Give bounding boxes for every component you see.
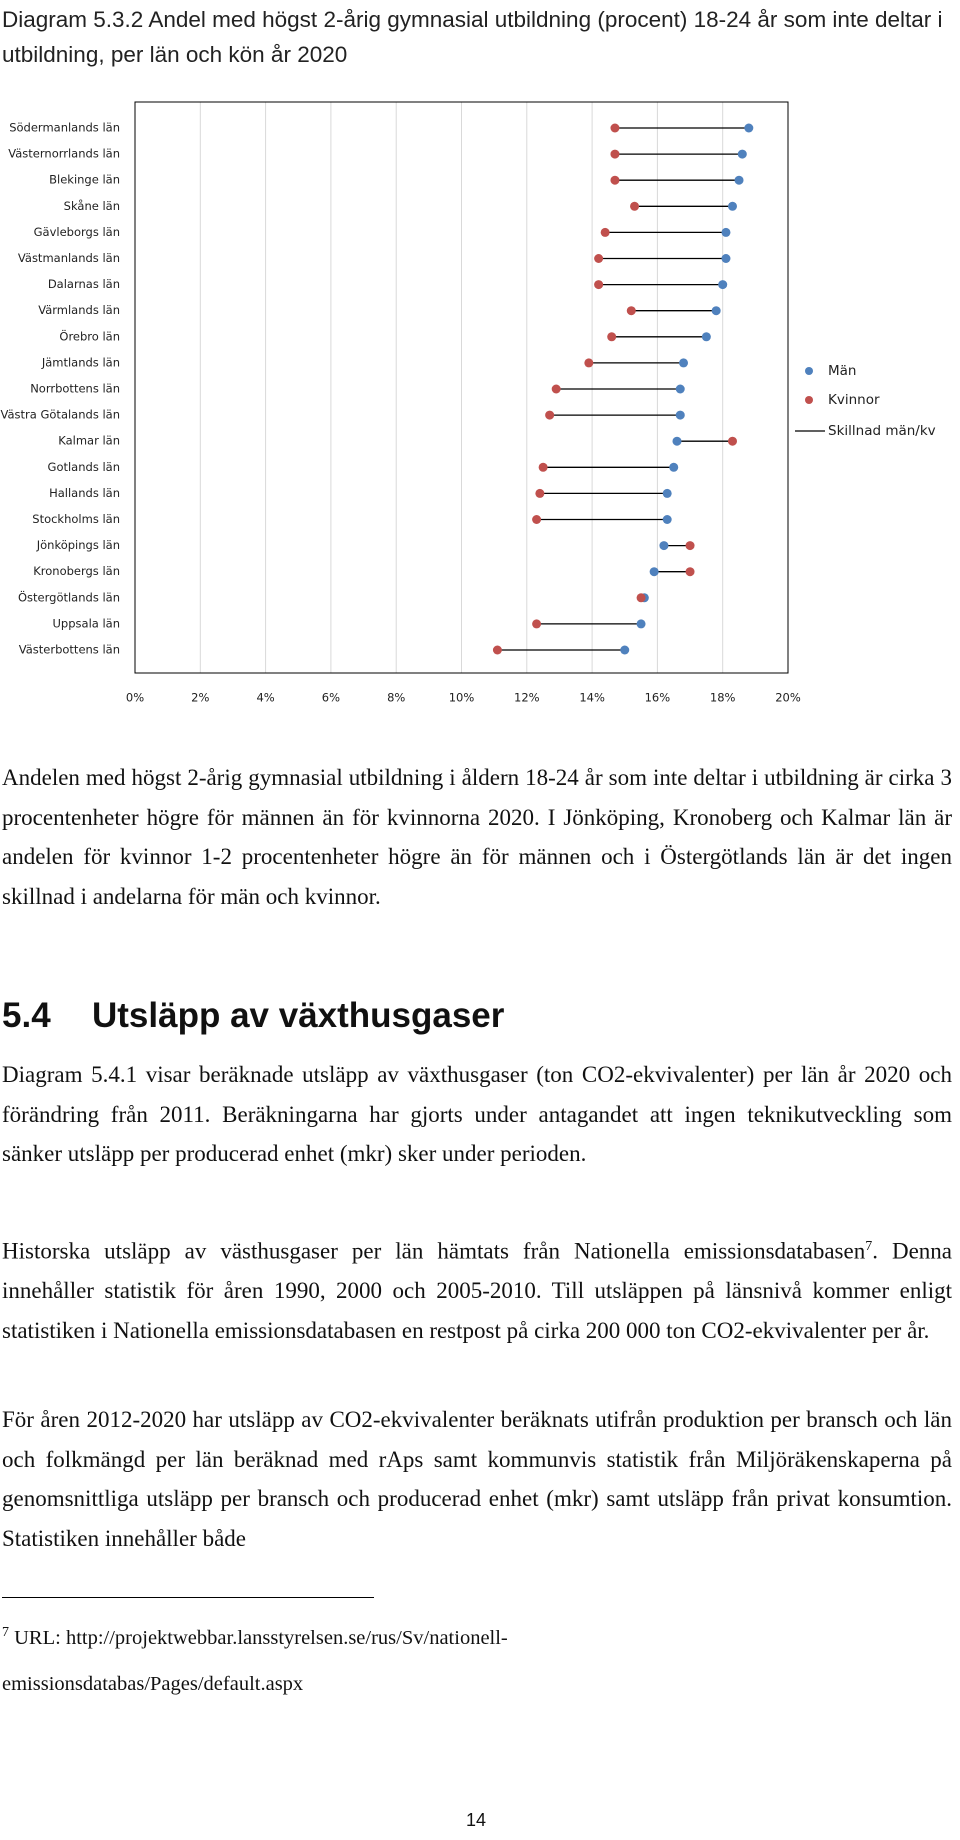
x-tick-label: 0%: [126, 691, 144, 705]
heading-title: Utsläpp av växthusgaser: [92, 996, 505, 1035]
footnote-text: URL: http://projektwebbar.lansstyrelsen.…: [2, 1626, 508, 1695]
text: Historska utsläpp av västhusgaser per lä…: [2, 1238, 866, 1264]
x-tick-label: 4%: [256, 691, 274, 705]
dot: [649, 567, 659, 577]
dot: [535, 488, 545, 498]
y-tick-label: Jämtlands län: [41, 355, 120, 369]
dot: [721, 254, 731, 263]
dot: [662, 515, 672, 524]
footnote: 7 URL: http://projektwebbar.lansstyrelse…: [2, 1610, 662, 1707]
dot: [675, 410, 685, 420]
x-tick-label: 10%: [449, 691, 475, 705]
y-tick-label: Gotlands län: [48, 460, 120, 474]
x-tick-label: 20%: [775, 691, 801, 705]
y-tick-label: Örebro län: [59, 327, 120, 343]
footnote-rule: [2, 1597, 374, 1598]
paragraph: Diagram 5.4.1 visar beräknade utsläpp av…: [2, 1062, 952, 1166]
dot: [584, 358, 594, 368]
dot: [545, 410, 555, 420]
dot: [711, 306, 721, 316]
dot: [532, 515, 542, 524]
dot: [679, 358, 689, 368]
paragraph: Andelen med högst 2-årig gymnasial utbil…: [2, 765, 952, 909]
legend-marker: [805, 396, 813, 404]
legend-marker: [805, 367, 813, 375]
dot: [636, 619, 646, 629]
y-tick-label: Hallands län: [49, 486, 120, 500]
dot: [594, 280, 604, 290]
dot: [610, 175, 620, 185]
y-tick-label: Skåne län: [64, 199, 120, 213]
dot: [685, 567, 695, 577]
y-tick-label: Uppsala län: [53, 616, 120, 630]
y-tick-label: Västerbottens län: [19, 643, 120, 657]
dot: [626, 306, 636, 316]
dot: [630, 201, 640, 211]
y-tick-label: Kronobergs län: [33, 564, 120, 578]
y-tick-label: Blekinge län: [49, 173, 120, 187]
x-tick-label: 2%: [191, 691, 209, 705]
dot: [636, 593, 646, 603]
y-tick-label: Stockholms län: [32, 512, 120, 526]
x-tick-label: 8%: [387, 691, 405, 705]
heading-number: 5.4: [2, 996, 51, 1035]
x-tick-label: 16%: [645, 691, 671, 705]
text: . Denna innehåller statistik för åren 19…: [2, 1238, 952, 1343]
dot: [610, 123, 620, 133]
plot-frame: [134, 101, 789, 674]
dot: [669, 462, 679, 472]
y-tick-label: Östergötlands län: [18, 588, 120, 604]
dot: [620, 645, 630, 655]
dot: [607, 332, 617, 342]
dot: [600, 227, 610, 237]
y-tick-label: Kalmar län: [58, 434, 120, 448]
dot: [659, 541, 669, 551]
dot: [734, 175, 744, 185]
chart: 0% 2% 4% 6% 8% 10% 12% 14% 16% 18% 20% Södermanland…: [1, 101, 936, 705]
dot: [675, 384, 685, 394]
dot: [718, 280, 728, 290]
dot: [727, 436, 737, 446]
y-tick-label: Värmlands län: [38, 303, 120, 317]
y-tick-label: Jönköpings län: [36, 538, 120, 552]
dot: [701, 332, 711, 342]
dot: [610, 149, 620, 159]
x-tick-label: 12%: [514, 691, 540, 705]
y-tick-label: Södermanlands län: [9, 121, 120, 135]
section-heading: 5.4 Utsläpp av växthusgaser: [2, 996, 504, 1036]
x-tick-label: 18%: [710, 691, 736, 705]
y-tick-label: Gävleborgs län: [34, 225, 120, 239]
x-tick-label: 14%: [579, 691, 605, 705]
footnote-ref: 7: [865, 1239, 873, 1254]
chart-title: Diagram 5.3.2 Andel med högst 2-årig gym…: [2, 7, 943, 67]
dot: [538, 462, 548, 472]
legend-label: Skillnad män/kv: [828, 423, 936, 439]
page-number: 14: [466, 1810, 487, 1830]
y-tick-label: Norrbottens län: [30, 382, 120, 396]
dot: [685, 541, 695, 551]
paragraph: Historska utsläpp av västhusgaser per lä…: [2, 1227, 952, 1350]
dot: [594, 254, 604, 263]
y-tick-label: Dalarnas län: [48, 277, 120, 291]
dot: [662, 488, 672, 498]
y-tick-label: Västernorrlands län: [8, 147, 120, 161]
dot: [672, 436, 682, 446]
dot: [727, 201, 737, 211]
x-tick-label: 6%: [322, 691, 340, 705]
dot: [737, 149, 747, 159]
dot: [532, 619, 542, 629]
footnote-number: 7: [2, 1625, 9, 1640]
legend-label: Män: [828, 363, 856, 379]
dot: [551, 384, 561, 394]
dot: [721, 227, 731, 237]
paragraph: För åren 2012-2020 har utsläpp av CO2-ek…: [2, 1407, 952, 1551]
y-tick-label: Västmanlands län: [18, 251, 120, 265]
dot: [744, 123, 754, 133]
y-tick-label: Västra Götalands län: [1, 408, 120, 422]
legend-label: Kvinnor: [828, 392, 880, 408]
dot: [492, 645, 502, 655]
